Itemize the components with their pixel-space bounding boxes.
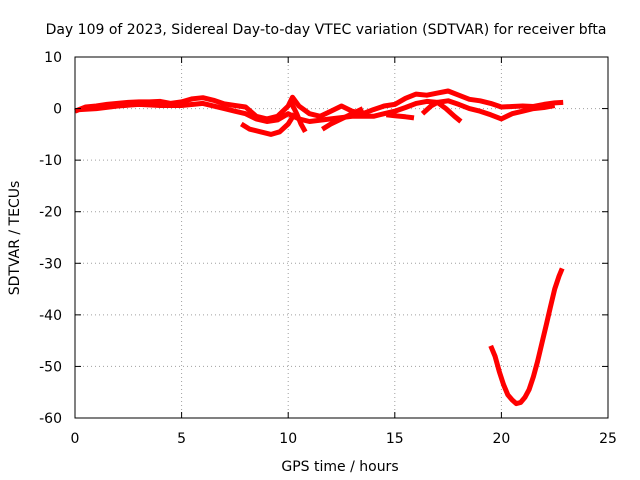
series-track-10-11 bbox=[288, 99, 308, 134]
series-track-main-lower bbox=[79, 98, 556, 124]
y-tick-label: 0 bbox=[53, 102, 62, 118]
series-track-16-18 bbox=[420, 99, 463, 124]
series-track-main-upper bbox=[74, 88, 564, 122]
y-tick-label: -30 bbox=[39, 256, 62, 272]
plot-frame bbox=[74, 56, 609, 419]
chart-title: Day 109 of 2023, Sidereal Day-to-day VTE… bbox=[46, 22, 607, 38]
series-track-dip-8-10 bbox=[239, 112, 297, 137]
axis-ticks: 0 5 10 15 20 25 10 0 -10 -20 -30 -40 -50 -60 bbox=[39, 50, 617, 447]
y-tick-label: -40 bbox=[39, 308, 62, 324]
x-axis-label: GPS time / hours bbox=[281, 459, 398, 475]
x-tick-label: 25 bbox=[599, 431, 617, 447]
x-tick-label: 0 bbox=[71, 431, 80, 447]
y-tick-label: 10 bbox=[44, 50, 62, 66]
x-tick-label: 15 bbox=[386, 431, 404, 447]
data-series bbox=[74, 88, 565, 407]
x-tick-label: 20 bbox=[492, 431, 510, 447]
y-tick-label: -50 bbox=[39, 359, 62, 375]
x-tick-label: 10 bbox=[279, 431, 297, 447]
y-tick-label: -20 bbox=[39, 205, 62, 221]
y-tick-label: -60 bbox=[39, 411, 62, 427]
y-axis-label: SDTVAR / TECUs bbox=[7, 181, 23, 296]
series-track-14-16 bbox=[386, 112, 415, 121]
series-track-evening-v bbox=[488, 267, 565, 407]
y-tick-label: -10 bbox=[39, 153, 62, 169]
x-tick-label: 5 bbox=[177, 431, 186, 447]
series-track-11-13 bbox=[320, 106, 364, 132]
